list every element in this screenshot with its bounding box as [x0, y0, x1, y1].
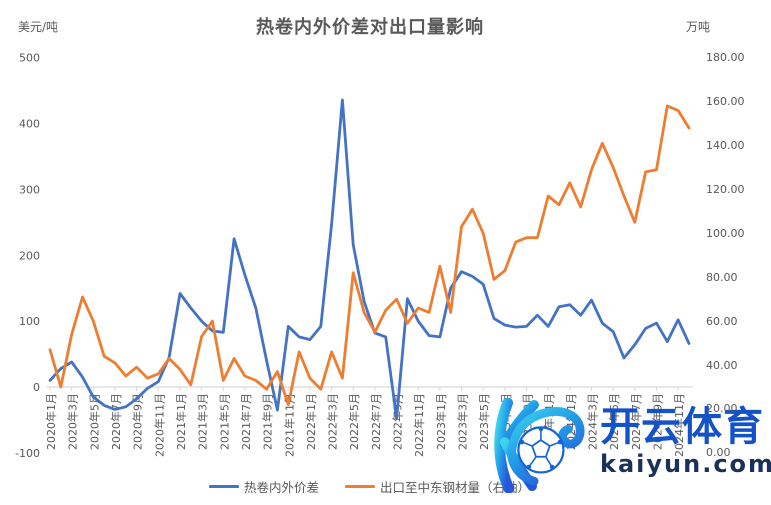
left-axis-label: 400 — [19, 118, 40, 131]
x-axis-label: 2020年5月 — [87, 393, 101, 450]
x-axis-label: 2021年11月 — [282, 393, 296, 457]
export-volume-line — [48, 104, 691, 407]
x-axis-label: 2020年7月 — [109, 393, 123, 450]
price-spread-line — [48, 98, 691, 421]
x-axis-label: 2023年3月 — [456, 393, 470, 450]
legend-item-export-volume: 出口至中东钢材量（右轴） — [345, 477, 530, 496]
x-axis-label: 2023年1月 — [434, 393, 448, 450]
left-axis-unit-label: 美元/吨 — [18, 20, 59, 34]
legend-item-price-spread: 热卷内外价差 — [208, 477, 319, 496]
x-axis-label: 2020年9月 — [131, 393, 145, 450]
x-axis-label: 2024年11月 — [672, 393, 686, 457]
x-axis-label: 2023年5月 — [477, 393, 491, 450]
x-axis-label: 2021年9月 — [261, 393, 275, 450]
watermark-brand-text: 开云体育 — [600, 404, 764, 450]
chart-legend: 热卷内外价差 出口至中东钢材量（右轴） — [0, 477, 755, 496]
x-axis-label: 2022年7月 — [369, 393, 383, 450]
x-axis-label: 2020年11月 — [152, 393, 166, 457]
x-axis-label: 2024年9月 — [650, 393, 664, 450]
legend-swatch-blue — [208, 485, 239, 488]
left-axis-label: 300 — [19, 183, 40, 196]
x-axis-label: 2022年3月 — [326, 393, 340, 450]
x-axis-label: 2021年5月 — [217, 393, 231, 450]
watermark: 开云体育 kaiyun.com — [478, 396, 771, 496]
kaiyun-k-soccer-logo-icon — [494, 398, 585, 493]
x-axis-label: 2022年11月 — [412, 393, 426, 457]
legend-swatch-orange — [345, 485, 375, 488]
legend-label-price-spread: 热卷内外价差 — [243, 480, 319, 495]
x-axis-label: 2024年3月 — [586, 393, 600, 450]
legend-label-export-volume: 出口至中东钢材量（右轴） — [380, 480, 531, 495]
chart-title: 热卷内外价差对出口量影响 — [256, 17, 484, 38]
x-axis-label: 2022年1月 — [304, 393, 318, 450]
left-axis-label: 500 — [19, 52, 40, 65]
x-axis-label: 2021年7月 — [239, 393, 253, 450]
x-axis-label: 2020年3月 — [66, 393, 80, 450]
right-axis-unit-label: 万吨 — [686, 20, 711, 34]
x-axis-label: 2021年3月 — [196, 393, 210, 450]
x-axis-label: 2020年1月 — [44, 393, 58, 450]
k-logo-spine — [494, 398, 514, 493]
left-axis-label: 0 — [33, 381, 40, 394]
k-logo-swirl — [507, 407, 585, 486]
left-axis-label: -100 — [15, 447, 40, 460]
x-axis-label: 2021年1月 — [174, 393, 188, 450]
x-axis-label: 2024年7月 — [629, 393, 643, 450]
watermark-domain-text: kaiyun.com — [600, 450, 771, 478]
x-axis-label: 2024年1月 — [564, 393, 578, 450]
left-axis-label: 100 — [19, 315, 40, 328]
x-axis-label: 2024年5月 — [607, 393, 621, 450]
x-axis-label: 2022年5月 — [347, 393, 361, 450]
left-axis-label: 200 — [19, 249, 40, 262]
